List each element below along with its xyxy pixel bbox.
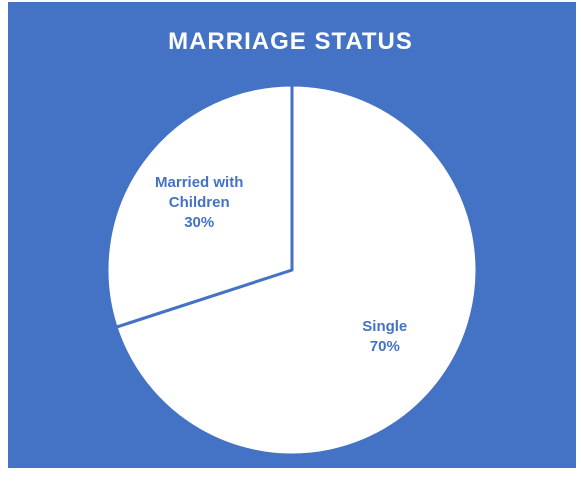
- data-label: Single 70%: [330, 317, 440, 357]
- pie-slice: [114, 83, 479, 457]
- category-label: Single: [362, 318, 408, 336]
- data-label: Married with Children 30%: [144, 173, 254, 233]
- value-label: 70%: [369, 338, 400, 356]
- category-label: Married with Children: [155, 173, 244, 211]
- chart-title: MARRIAGE STATUS: [168, 28, 413, 55]
- value-label: 30%: [184, 213, 215, 231]
- pie-slice: [105, 83, 294, 329]
